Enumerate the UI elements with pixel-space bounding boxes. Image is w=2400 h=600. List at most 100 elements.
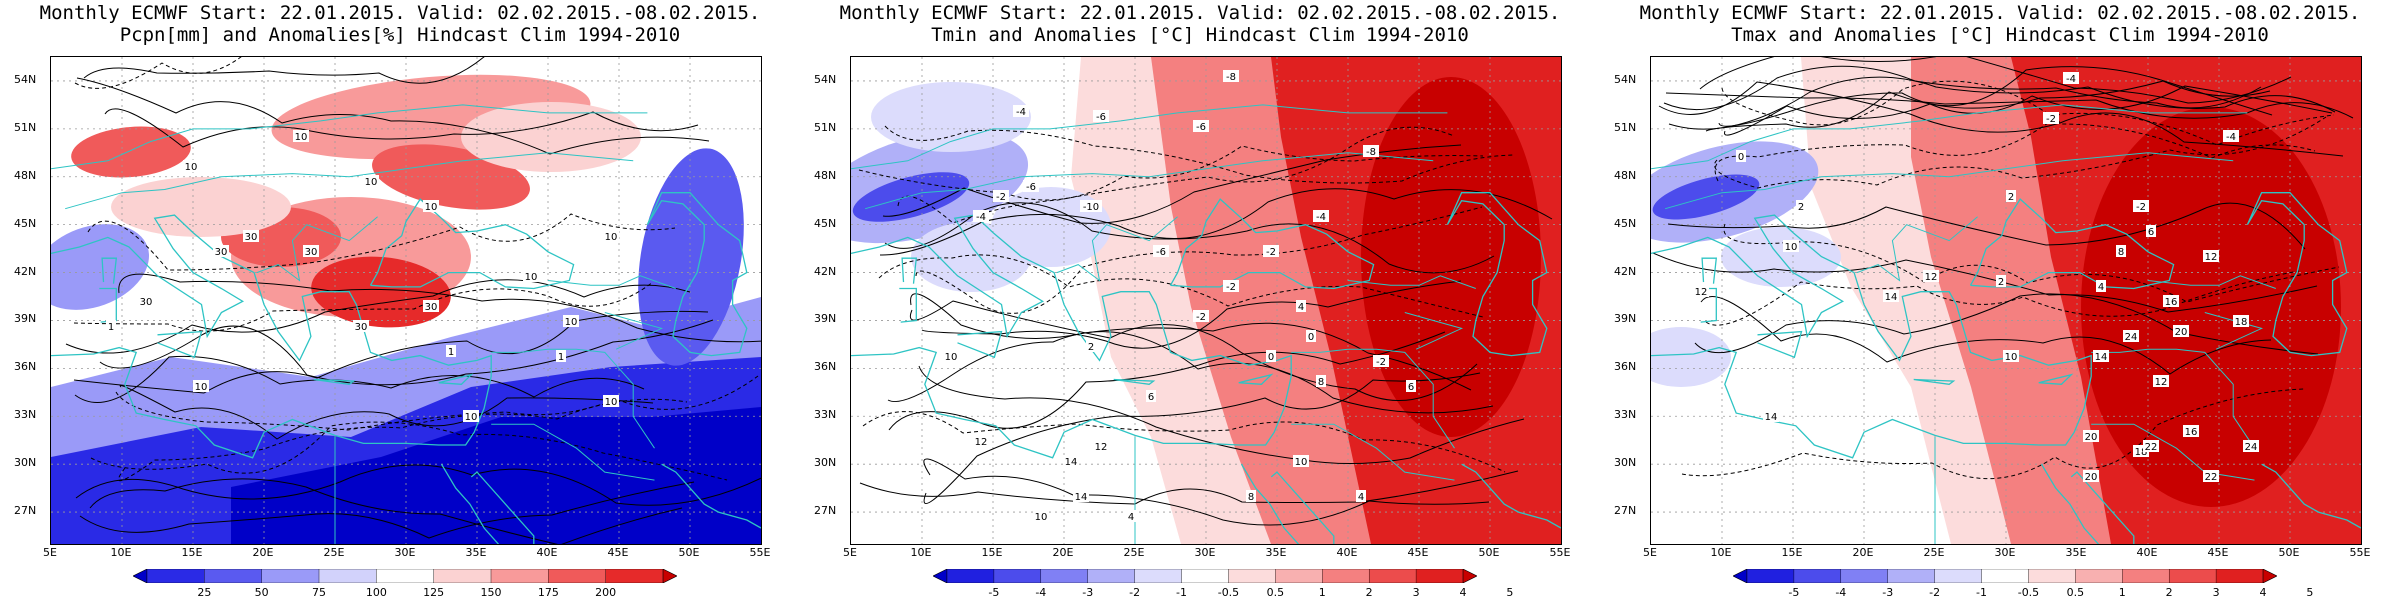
latitude-label: 54N (14, 72, 37, 86)
contour-label: 10 (603, 230, 619, 243)
latitude-label: 45N (1614, 216, 1637, 230)
contour-line (862, 411, 1506, 473)
contour-label: 10 (523, 270, 539, 283)
country-border (256, 216, 378, 282)
country-border (1347, 275, 1476, 289)
contour-label-box (2096, 280, 2106, 292)
contour-label-box (1406, 380, 1416, 392)
contour-label-text: 22 (2145, 442, 2158, 453)
contour-line (1694, 293, 2319, 355)
longitude-label: 15E (981, 546, 1003, 559)
contour-label-text: 12 (2205, 252, 2218, 263)
latitude-label: 54N (814, 72, 837, 86)
coastlines (851, 104, 1561, 544)
colorbar-label: -0.5 (2017, 586, 2040, 599)
coastline (101, 257, 118, 284)
contour-label: -10 (1080, 200, 1102, 213)
contour-line (118, 398, 688, 482)
contour-label: -6 (1093, 110, 1109, 123)
longitude-label: 25E (1123, 546, 1145, 559)
contour-label: 4 (2096, 280, 2106, 293)
contour-label: 20 (2083, 430, 2099, 443)
contour-label-box (943, 350, 959, 362)
contour-label-text: 6 (2148, 227, 2154, 238)
contour-label-text: 1 (448, 347, 454, 358)
contour-label-box (1356, 490, 1366, 502)
contour-label: -4 (1313, 210, 1329, 223)
contour-label-box (2003, 350, 2019, 362)
contour-label-box (993, 190, 1009, 202)
contour-label: 12 (1093, 440, 1109, 453)
anomaly-field (461, 102, 641, 172)
contour-label-text: 12 (975, 437, 988, 448)
contour-labels: -8 -4 -6 -6 -8 -6 -4 -10 -2 -6 -2 -2 0 -2 4 0 2 6 8 10 12 14 1… (943, 70, 1416, 523)
contour-label-text: 0 (1268, 352, 1274, 363)
latitude-label: 33N (814, 408, 837, 422)
longitude-label: 40E (2136, 546, 2158, 559)
coastline (1913, 378, 1956, 385)
contour-label-box (1086, 340, 1096, 352)
contour-label-box (293, 130, 309, 142)
colorbar-label: 200 (595, 586, 617, 599)
contour-label: -2 (993, 190, 1009, 203)
contour-label: 10 (363, 175, 379, 188)
colorbar-label: 0.5 (2066, 586, 2085, 599)
panel-title-line2: Pcpn[mm] and Anomalies[%] Hindcast Clim … (119, 24, 681, 46)
contour-label: 2 (1086, 340, 1096, 353)
contour-label: -2 (1193, 310, 1209, 323)
longitude-label: 45E (607, 546, 629, 559)
latitude-label: 33N (1614, 408, 1637, 422)
longitude-label: 35E (1265, 546, 1287, 559)
contour-label: 8 (1316, 375, 1326, 388)
longitude-label: 40E (536, 546, 558, 559)
colorbar-label: 100 (365, 586, 387, 599)
contour-label-text: -6 (1196, 122, 1206, 133)
contour-label-text: 12 (1695, 287, 1708, 298)
coastline (1238, 373, 1274, 385)
anomaly-field (51, 224, 150, 310)
contour-label-box (1080, 200, 1102, 212)
contour-label-text: 2 (1088, 342, 1094, 353)
country-border (1291, 423, 1455, 481)
coastline (646, 192, 748, 357)
contour-label: 14 (2093, 350, 2109, 363)
contour-label-box (2093, 350, 2109, 362)
contour-label: 30 (213, 245, 229, 258)
longitude-label: 10E (1710, 546, 1732, 559)
contour-label: 16 (2183, 425, 2199, 438)
longitude-label: 15E (1781, 546, 1803, 559)
colorbar-label: 1 (2118, 586, 2126, 599)
longitude-label: 25E (1923, 546, 1945, 559)
contour-label-box (2006, 190, 2016, 202)
contour-line (923, 458, 1490, 526)
contour-label-text: 8 (1248, 492, 1254, 503)
longitude-label: 20E (252, 546, 274, 559)
contour-label-text: 12 (1925, 272, 1938, 283)
contour-label-text: -8 (1366, 147, 1376, 158)
contour-label-box (603, 230, 619, 242)
contour-label-text: -2 (1266, 247, 1276, 258)
colorbar-label: 3 (1412, 586, 1420, 599)
contour-label-text: 8 (1318, 377, 1324, 388)
contour-label: -2 (2133, 200, 2149, 213)
latitude-label: 30N (14, 456, 37, 470)
coastline (1240, 463, 1335, 544)
contour-line (90, 421, 728, 481)
contour-label: 20 (2173, 325, 2189, 338)
country-border (491, 423, 655, 481)
contour-label-text: 14 (1885, 292, 1898, 303)
contour-label: 14 (1063, 455, 1079, 468)
latitude-label: 30N (1614, 456, 1637, 470)
contour-label-box (1996, 275, 2006, 287)
contour-label: -2 (2043, 112, 2059, 125)
anomaly-field (111, 177, 291, 237)
latitude-label: 51N (14, 120, 37, 134)
coastline (1969, 198, 2175, 290)
colorbar-segment (261, 569, 320, 583)
contour-line (1667, 202, 2306, 250)
contour-label: 10 (183, 160, 199, 173)
contour-line (915, 206, 1483, 314)
contour-label-text: 18 (2235, 317, 2248, 328)
anomaly-field (852, 172, 970, 222)
contour-label-box (1293, 455, 1309, 467)
